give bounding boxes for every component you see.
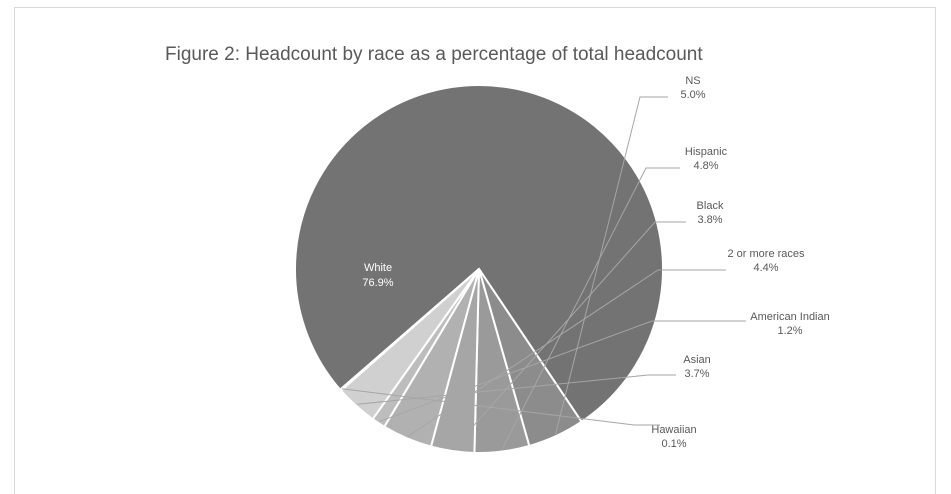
data-label-hawaiian: Hawaiian <box>651 424 696 436</box>
leader-line-ns <box>555 96 668 435</box>
chart-title: Figure 2: Headcount by race as a percent… <box>165 44 703 65</box>
leader-line-asian <box>357 374 676 405</box>
data-label-2-or-more-races: 2 or more races <box>727 248 805 260</box>
data-label-american-indian: American Indian <box>750 311 830 323</box>
leader-line-american-indian <box>379 320 746 422</box>
data-value-2-or-more-races: 4.4% <box>753 262 778 274</box>
data-label-hispanic: Hispanic <box>685 146 728 158</box>
data-value-black: 3.8% <box>697 214 722 226</box>
leader-line-hawaiian <box>341 388 660 426</box>
data-value-ns: 5.0% <box>680 89 705 101</box>
data-value-hawaiian: 0.1% <box>661 438 686 450</box>
pie-slice-hawaiian <box>338 268 480 393</box>
data-value-american-indian: 1.2% <box>777 325 802 337</box>
leader-line-hispanic <box>501 167 680 450</box>
data-label-black: Black <box>697 200 724 212</box>
leader-line-2-or-more-races <box>407 269 726 437</box>
leader-line-black <box>452 221 686 450</box>
data-value-hispanic: 4.8% <box>693 160 718 172</box>
data-label-asian: Asian <box>683 354 711 366</box>
pie-slice-white <box>294 84 664 424</box>
data-label-white: White <box>364 262 392 274</box>
data-label-ns: NS <box>685 75 700 87</box>
data-value-white: 76.9% <box>362 277 393 289</box>
data-value-asian: 3.7% <box>684 368 709 380</box>
